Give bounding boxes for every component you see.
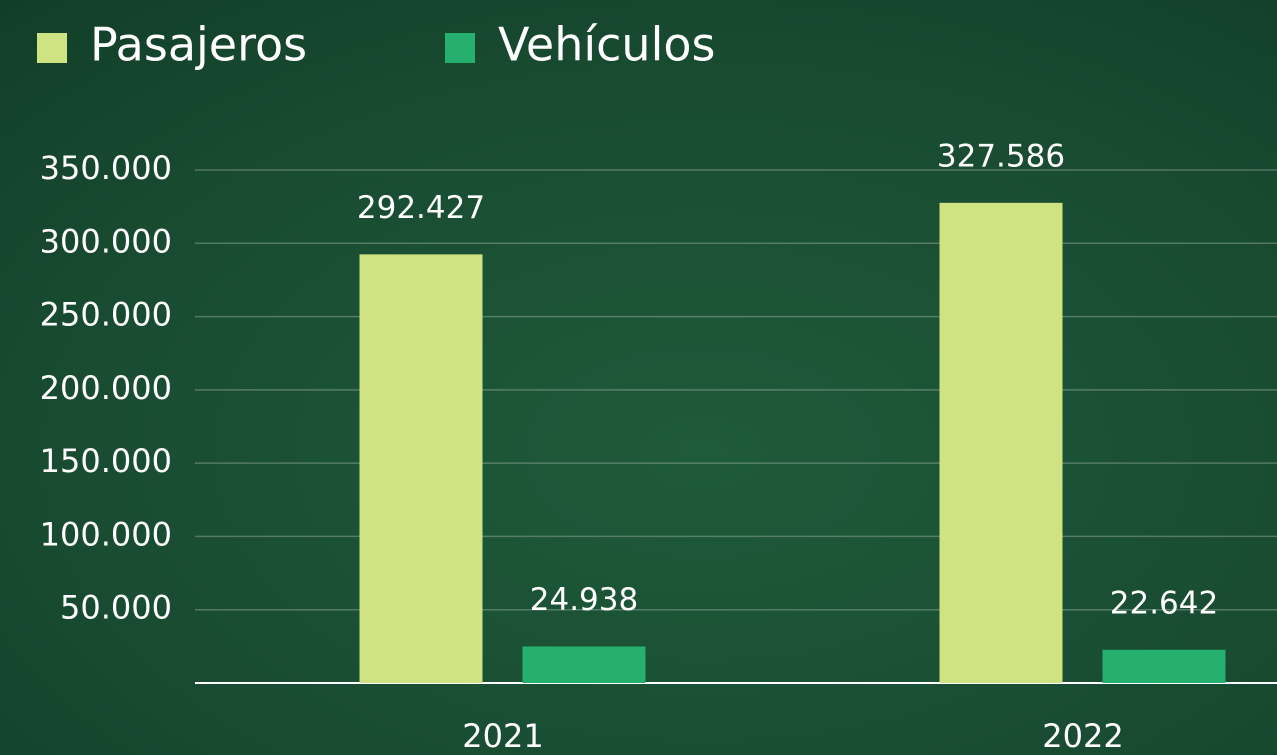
legend-label: Pasajeros (90, 18, 307, 72)
value-label: 24.938 (530, 582, 638, 618)
bar (1103, 650, 1226, 683)
value-label: 22.642 (1110, 585, 1218, 621)
y-tick-label: 150.000 (40, 442, 172, 480)
y-tick-label: 50.000 (60, 589, 172, 627)
bar (360, 254, 483, 683)
bar (523, 646, 646, 683)
value-label: 292.427 (357, 190, 485, 226)
value-label: 327.586 (937, 138, 1065, 174)
bar (940, 203, 1063, 683)
legend-swatch (37, 33, 67, 63)
legend-swatch (445, 33, 475, 63)
chart: Pasajeros Vehículos 50.000 100.000 150.000 20… (0, 0, 1277, 755)
background (0, 0, 1277, 755)
y-tick-label: 200.000 (40, 369, 172, 407)
y-tick-label: 300.000 (40, 222, 172, 260)
x-tick-label: 2021 (462, 717, 543, 755)
x-tick-label: 2022 (1042, 717, 1123, 755)
y-tick-label: 350.000 (40, 149, 172, 187)
y-tick-label: 100.000 (40, 515, 172, 553)
legend-label: Vehículos (498, 18, 715, 72)
y-tick-label: 250.000 (40, 296, 172, 334)
page: Pasajeros Vehículos 50.000 100.000 150.000 20… (0, 0, 1277, 755)
